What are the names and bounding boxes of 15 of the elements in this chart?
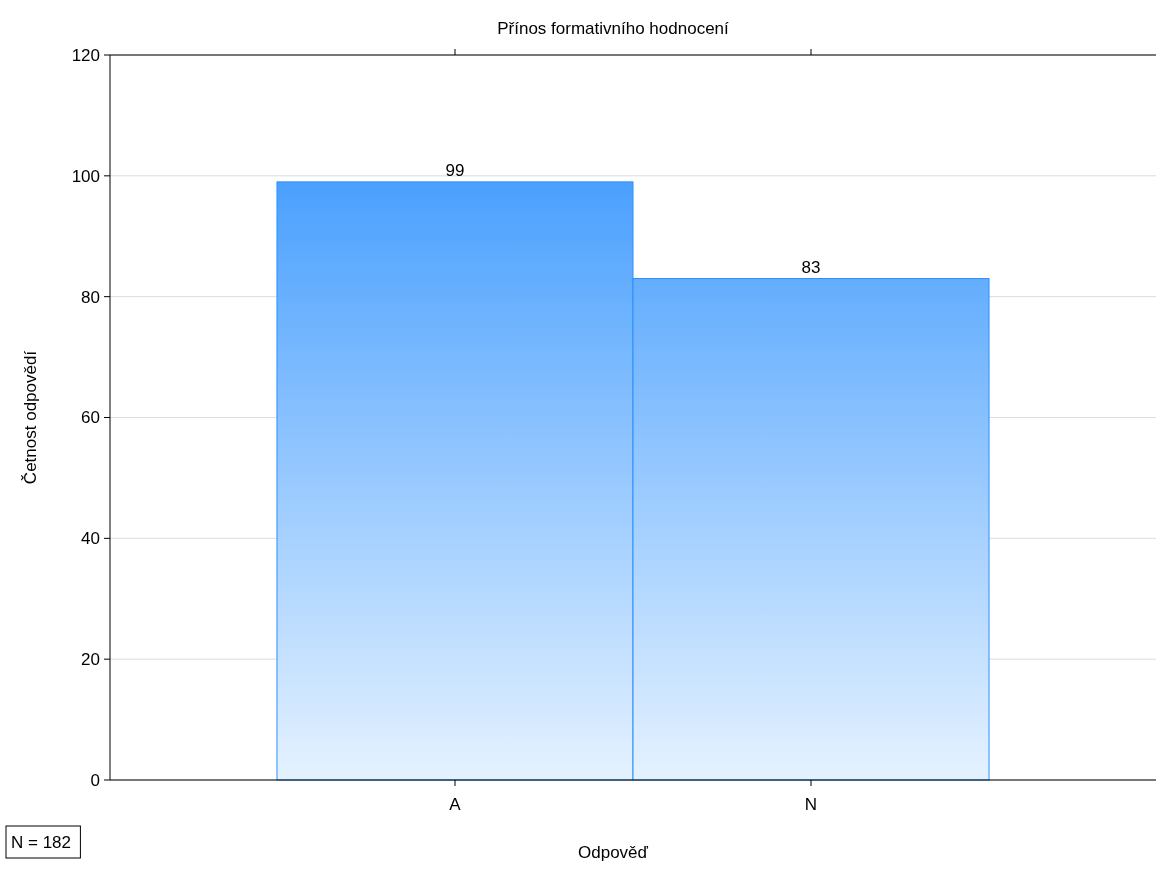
x-tick-label: A (449, 795, 462, 814)
y-tick-label: 40 (81, 529, 100, 549)
chart-title: Přínos formativního hodnocení (497, 19, 730, 38)
y-tick-label: 60 (81, 408, 100, 428)
y-tick-label: 0 (90, 770, 100, 790)
y-tick-label: 20 (81, 650, 100, 670)
x-tick-label: N (804, 795, 818, 814)
data-label: 83 (801, 257, 821, 277)
data-label: 99 (445, 160, 465, 180)
y-tick-label: 120 (71, 45, 100, 65)
x-axis-title: Odpověď (578, 843, 649, 862)
y-tick-label: 80 (81, 287, 100, 307)
y-axis-title: Četnost odpovědí (21, 350, 40, 485)
y-tick-label: 100 (71, 166, 100, 186)
text: N = 182 (11, 833, 72, 852)
